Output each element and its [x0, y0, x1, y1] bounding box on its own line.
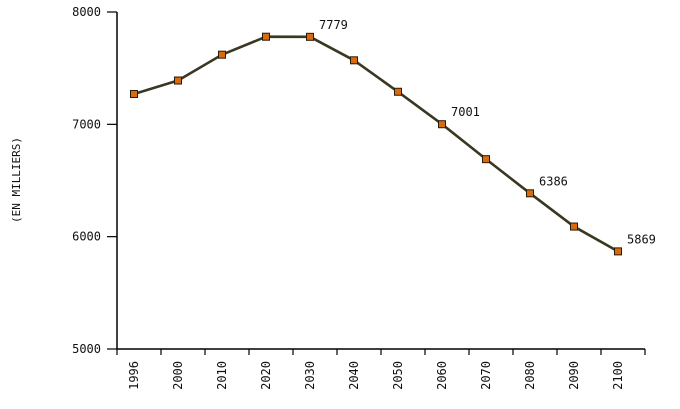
x-tick-label: 2030: [303, 361, 317, 390]
data-point-marker: [570, 222, 578, 231]
x-tick-label: 2080: [523, 361, 537, 390]
x-tick-label: 2000: [171, 361, 185, 390]
data-point-marker: [394, 87, 402, 96]
series: [130, 32, 622, 256]
data-point-marker: [130, 90, 138, 99]
x-tick-label: 2040: [347, 361, 361, 390]
series-line: [133, 35, 619, 253]
x-tick-label: 2090: [567, 361, 581, 390]
x-tick-label: 2020: [259, 361, 273, 390]
data-point-marker: [306, 32, 314, 41]
data-label: 7779: [319, 18, 348, 32]
y-axis-title: (EN MILLIERS): [10, 137, 23, 223]
x-tick-label: 2070: [479, 361, 493, 390]
x-tick-label: 1996: [127, 361, 141, 390]
data-point-marker: [174, 76, 182, 85]
data-label: 5869: [627, 232, 656, 246]
x-tick-label: 2060: [435, 361, 449, 390]
data-point-marker: [438, 120, 446, 129]
axes: [107, 11, 646, 355]
data-label: 7001: [451, 105, 480, 119]
x-tick-label: 2050: [391, 361, 405, 390]
x-tick-label: 2010: [215, 361, 229, 390]
data-point-marker: [482, 155, 490, 164]
labels: 5000 6000 7000 8000 1996 2000 2010 2020 2030 2040…: [72, 5, 656, 390]
data-point-marker: [350, 56, 358, 65]
data-point-marker: [262, 32, 270, 41]
x-tick-label: 2100: [611, 361, 625, 390]
y-tick-label: 6000: [72, 230, 101, 244]
data-point-marker: [218, 50, 226, 59]
y-tick-label: 5000: [72, 342, 101, 356]
data-point-marker: [614, 247, 622, 256]
y-tick-label: 7000: [72, 117, 101, 131]
data-point-marker: [526, 189, 534, 198]
data-label: 6386: [539, 174, 568, 188]
y-tick-label: 8000: [72, 5, 101, 19]
